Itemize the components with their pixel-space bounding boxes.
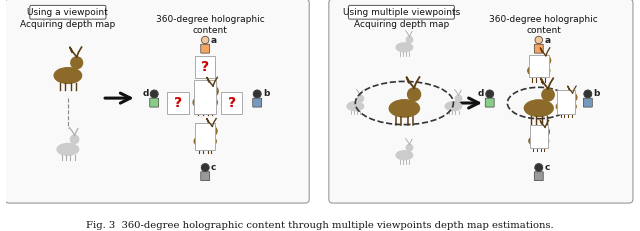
Text: a: a (211, 36, 217, 45)
Circle shape (150, 90, 158, 98)
FancyBboxPatch shape (534, 172, 543, 181)
Ellipse shape (396, 43, 413, 52)
Text: c: c (211, 163, 216, 172)
Text: d: d (477, 89, 484, 98)
FancyBboxPatch shape (253, 98, 262, 107)
Ellipse shape (54, 68, 82, 83)
Ellipse shape (194, 135, 216, 148)
Text: b: b (593, 89, 600, 98)
Text: ?: ? (173, 96, 182, 110)
Bar (195, 56, 215, 78)
Text: ?: ? (201, 60, 209, 74)
FancyBboxPatch shape (583, 98, 592, 107)
Circle shape (542, 88, 554, 101)
Text: Using a viewpoint: Using a viewpoint (28, 8, 108, 17)
Circle shape (584, 90, 591, 98)
Circle shape (208, 86, 218, 96)
FancyBboxPatch shape (534, 44, 543, 53)
Ellipse shape (347, 102, 364, 111)
Text: b: b (263, 89, 269, 98)
Bar (529, 55, 548, 76)
Text: Acquiring depth map: Acquiring depth map (20, 20, 115, 29)
Circle shape (535, 164, 543, 171)
Ellipse shape (556, 101, 576, 112)
Circle shape (535, 36, 543, 44)
Text: a: a (545, 36, 550, 45)
Ellipse shape (529, 135, 548, 146)
Ellipse shape (57, 143, 79, 155)
Bar (557, 90, 575, 114)
Ellipse shape (193, 95, 218, 109)
Circle shape (207, 126, 217, 136)
Circle shape (406, 144, 413, 151)
Text: 360-degree holographic
content: 360-degree holographic content (156, 15, 264, 35)
Bar (530, 125, 548, 148)
Ellipse shape (528, 64, 550, 77)
Bar (195, 123, 215, 150)
Circle shape (406, 36, 413, 43)
Ellipse shape (396, 151, 413, 160)
Text: 360-degree holographic
content: 360-degree holographic content (490, 15, 598, 35)
Circle shape (455, 95, 461, 102)
Text: c: c (545, 163, 550, 172)
FancyBboxPatch shape (201, 172, 210, 181)
Ellipse shape (389, 100, 419, 117)
Circle shape (357, 95, 364, 102)
FancyBboxPatch shape (30, 5, 106, 19)
Circle shape (541, 128, 549, 136)
Circle shape (70, 135, 79, 143)
FancyBboxPatch shape (201, 44, 210, 53)
Circle shape (408, 88, 420, 101)
FancyBboxPatch shape (5, 0, 309, 203)
Circle shape (253, 90, 261, 98)
Ellipse shape (524, 100, 553, 116)
Circle shape (202, 164, 209, 171)
Ellipse shape (445, 102, 461, 111)
Circle shape (71, 57, 83, 69)
FancyBboxPatch shape (485, 98, 494, 107)
Text: ?: ? (228, 96, 236, 110)
Circle shape (486, 90, 493, 98)
Bar (195, 80, 216, 114)
Bar (167, 92, 189, 114)
Circle shape (541, 56, 550, 65)
Text: Acquiring depth map: Acquiring depth map (354, 20, 449, 29)
FancyBboxPatch shape (348, 5, 454, 19)
Text: d: d (142, 89, 148, 98)
Circle shape (202, 36, 209, 44)
Text: Using multiple viewpoints: Using multiple viewpoints (343, 8, 460, 17)
FancyBboxPatch shape (329, 0, 633, 203)
FancyBboxPatch shape (150, 98, 159, 107)
Bar (221, 92, 243, 114)
Text: Fig. 3  360-degree holographic content through multiple viewpoints depth map est: Fig. 3 360-degree holographic content th… (86, 221, 554, 230)
Circle shape (568, 93, 577, 102)
